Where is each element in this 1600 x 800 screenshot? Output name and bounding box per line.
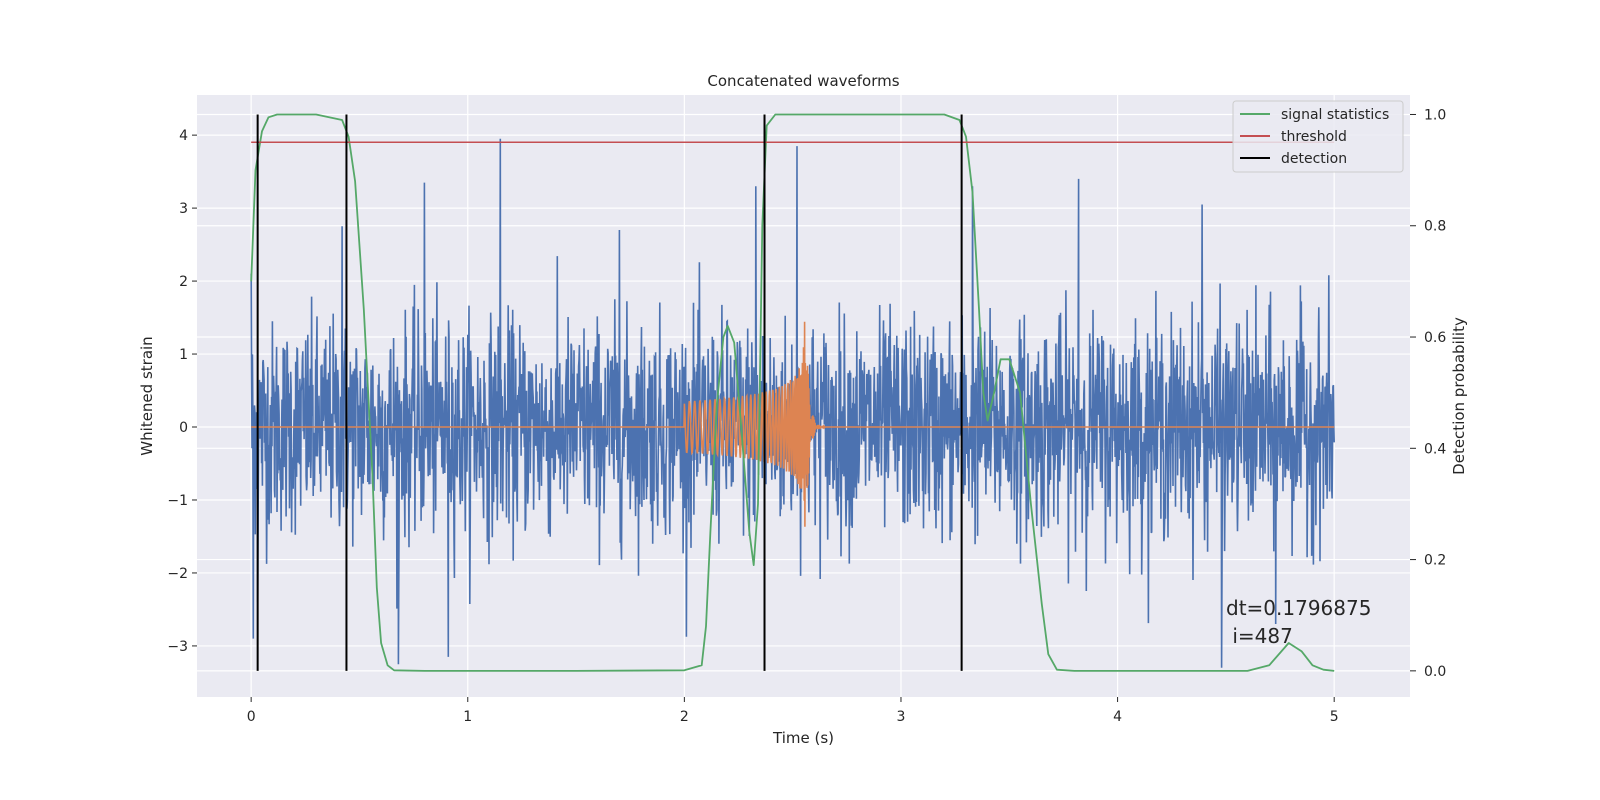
y2-tick-label: 0.2	[1424, 553, 1446, 569]
x-tick-label: 5	[1330, 709, 1339, 725]
axes: 0 1 2 3 4 5 −3 −2 −1 0 1 2 3 4 0.0 0.2 0.4 0.6 0.8 1.0	[167, 107, 1446, 725]
x-tick-label: 3	[897, 709, 906, 725]
chart-title: Concatenated waveforms	[707, 72, 899, 90]
x-axis-label: Time (s)	[772, 729, 834, 747]
signal-statistics-line	[250, 113, 1335, 672]
legend-label-signal-statistics: signal statistics	[1281, 107, 1389, 123]
y-tick-label: 4	[179, 128, 188, 144]
y-tick-label: 1	[179, 347, 188, 363]
y-tick-label: −2	[167, 566, 188, 582]
legend: signal statistics threshold detection	[1232, 100, 1404, 173]
legend-label-detection: detection	[1281, 151, 1347, 167]
y2-tick-label: 0.8	[1424, 219, 1446, 235]
y2-tick-label: 0.6	[1424, 330, 1446, 346]
legend-box	[1232, 100, 1404, 173]
annotation-dt: dt=0.1796875	[1226, 596, 1371, 620]
y-tick-label: −1	[167, 493, 188, 509]
annotation-index: i=487	[1226, 624, 1293, 648]
x-tick-label: 2	[680, 709, 689, 725]
x-tick-label: 1	[463, 709, 472, 725]
chirp-line	[251, 321, 1335, 527]
y-axis-label: Whitened strain	[138, 336, 156, 455]
x-tick-label: 4	[1113, 709, 1122, 725]
y-tick-label: 3	[179, 201, 188, 217]
y-tick-label: −3	[167, 639, 188, 655]
y-tick-label: 2	[179, 274, 188, 290]
signal-series	[251, 321, 1335, 527]
statistics-layer	[250, 113, 1335, 672]
y2-tick-label: 0.0	[1424, 664, 1446, 680]
y-tick-label: 0	[179, 420, 188, 436]
x-tick-label: 0	[247, 709, 256, 725]
legend-label-threshold: threshold	[1281, 129, 1347, 145]
y2-axis-label: Detection probability	[1450, 317, 1468, 475]
y2-tick-label: 0.4	[1424, 441, 1446, 457]
y2-tick-label: 1.0	[1424, 107, 1446, 123]
